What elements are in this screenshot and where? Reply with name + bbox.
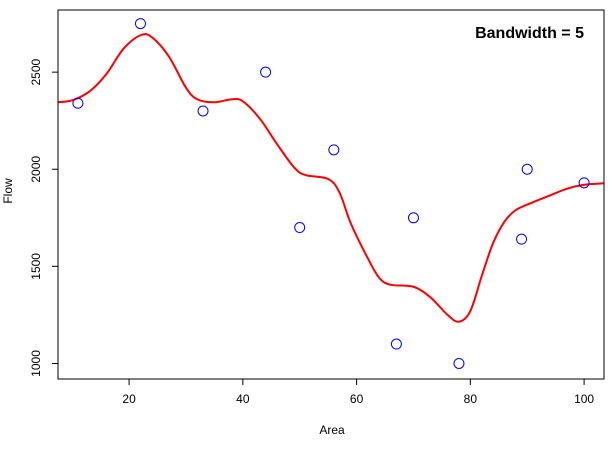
data-point [578,177,590,189]
x-axis-label: Area [319,423,345,437]
x-tick-label: 40 [236,392,250,406]
data-point [328,144,340,156]
data-point [453,357,465,369]
bandwidth-annotation: Bandwidth = 5 [475,25,584,42]
data-point [521,163,533,175]
y-axis-label: Flow [1,178,15,204]
y-tick-label: 1000 [29,350,43,377]
y-tick-label: 2500 [29,58,43,85]
data-point [134,18,146,30]
data-point [390,338,402,350]
y-axis-ticks: 1000 1500 2000 2500 [29,58,58,377]
data-point [294,222,306,234]
data-point [72,97,84,109]
plot-frame [57,9,605,380]
data-point [516,233,528,245]
data-point [197,105,209,117]
x-tick-label: 60 [350,392,364,406]
x-tick-label: 20 [122,392,136,406]
y-tick-label: 2000 [29,156,43,183]
x-tick-label: 80 [464,392,478,406]
data-point [407,212,419,224]
y-tick-label: 1500 [29,253,43,280]
x-axis-ticks: 20 40 60 80 100 [122,379,594,406]
data-point [260,66,272,78]
scatter-points [72,18,590,369]
kernel-smooth-line [57,33,605,323]
x-tick-label: 100 [574,392,594,406]
